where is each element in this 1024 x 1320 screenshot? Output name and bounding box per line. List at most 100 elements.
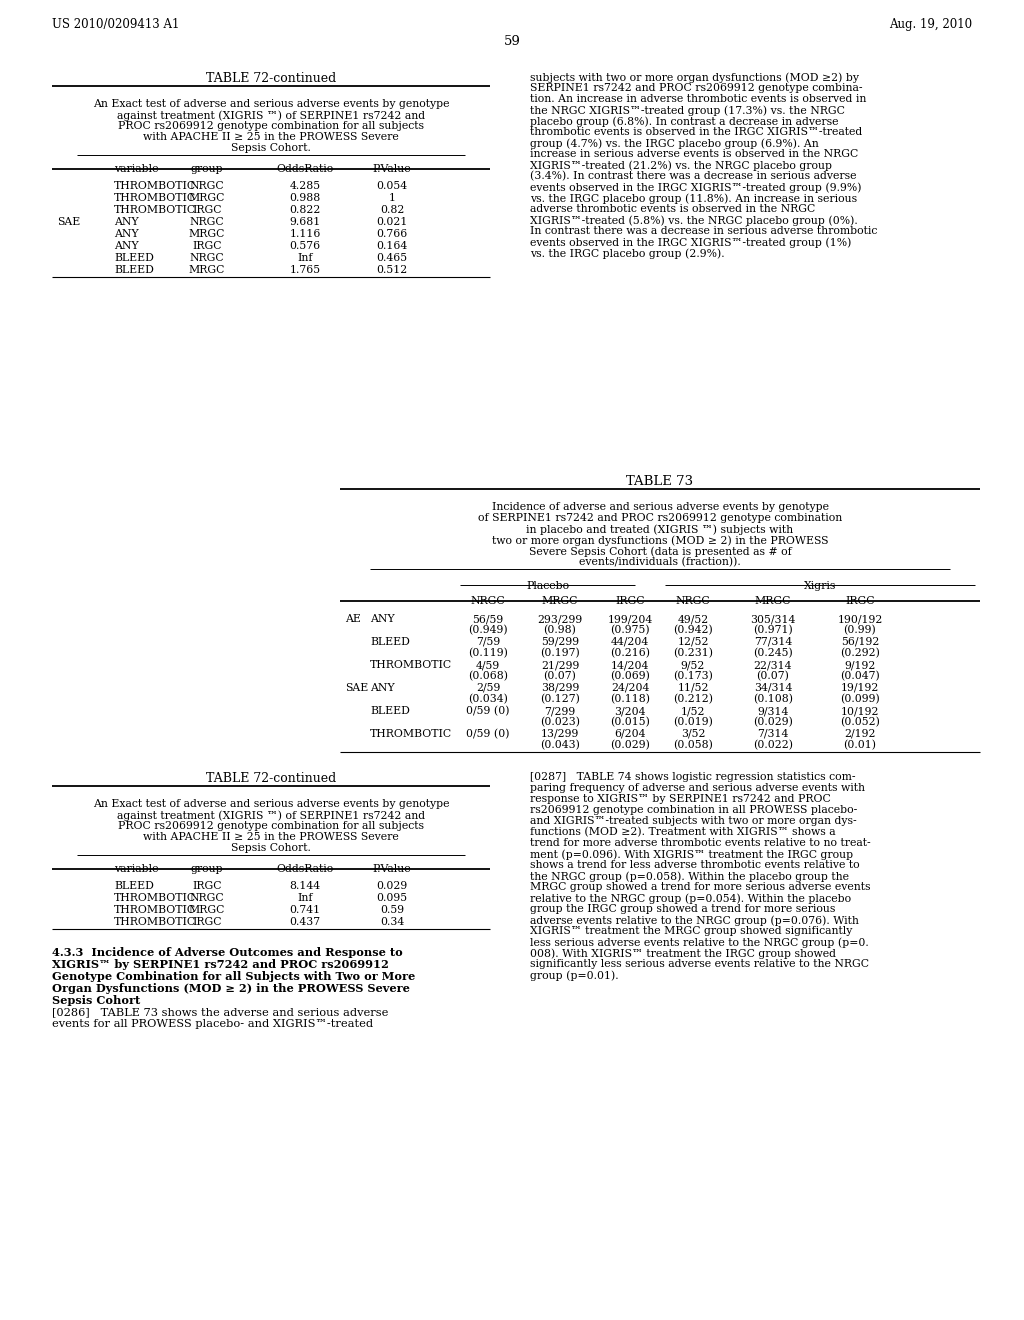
Text: ANY: ANY xyxy=(114,228,138,239)
Text: group (4.7%) vs. the IRGC placebo group (6.9%). An: group (4.7%) vs. the IRGC placebo group … xyxy=(530,139,819,149)
Text: group (p=0.01).: group (p=0.01). xyxy=(530,970,618,981)
Text: (0.975): (0.975) xyxy=(610,624,650,635)
Text: 293/299: 293/299 xyxy=(538,614,583,624)
Text: (0.98): (0.98) xyxy=(544,624,577,635)
Text: vs. the IRGC placebo group (11.8%). An increase in serious: vs. the IRGC placebo group (11.8%). An i… xyxy=(530,193,857,203)
Text: (0.068): (0.068) xyxy=(468,671,508,681)
Text: Xigris: Xigris xyxy=(804,581,837,591)
Text: 0.822: 0.822 xyxy=(290,205,321,215)
Text: THROMBOTIC: THROMBOTIC xyxy=(114,906,197,915)
Text: 6/204: 6/204 xyxy=(614,729,646,739)
Text: 1: 1 xyxy=(388,193,395,203)
Text: TABLE 72-continued: TABLE 72-continued xyxy=(206,772,336,785)
Text: NRGC: NRGC xyxy=(189,894,224,903)
Text: BLEED: BLEED xyxy=(370,706,410,715)
Text: XIGRIS™ treatment the MRGC group showed significantly: XIGRIS™ treatment the MRGC group showed … xyxy=(530,927,852,936)
Text: (0.245): (0.245) xyxy=(753,648,793,659)
Text: MRGC group showed a trend for more serious adverse events: MRGC group showed a trend for more serio… xyxy=(530,882,870,892)
Text: (0.047): (0.047) xyxy=(840,671,880,681)
Text: the NRGC XIGRIS™-treated group (17.3%) vs. the NRGC: the NRGC XIGRIS™-treated group (17.3%) v… xyxy=(530,106,845,116)
Text: paring frequency of adverse and serious adverse events with: paring frequency of adverse and serious … xyxy=(530,783,865,793)
Text: THROMBOTIC: THROMBOTIC xyxy=(114,205,197,215)
Text: with APACHE II ≥ 25 in the PROWESS Severe: with APACHE II ≥ 25 in the PROWESS Sever… xyxy=(143,832,399,842)
Text: ment (p=0.096). With XIGRIS™ treatment the IRGC group: ment (p=0.096). With XIGRIS™ treatment t… xyxy=(530,849,853,859)
Text: IRGC: IRGC xyxy=(193,917,222,927)
Text: IRGC: IRGC xyxy=(845,597,874,606)
Text: (0.173): (0.173) xyxy=(673,671,713,681)
Text: BLEED: BLEED xyxy=(114,253,154,263)
Text: 59/299: 59/299 xyxy=(541,638,579,647)
Text: functions (MOD ≥2). Treatment with XIGRIS™ shows a: functions (MOD ≥2). Treatment with XIGRI… xyxy=(530,828,836,837)
Text: (0.099): (0.099) xyxy=(840,694,880,705)
Text: (0.949): (0.949) xyxy=(468,624,508,635)
Text: 0.465: 0.465 xyxy=(377,253,408,263)
Text: MRGC: MRGC xyxy=(755,597,792,606)
Text: An Exact test of adverse and serious adverse events by genotype: An Exact test of adverse and serious adv… xyxy=(93,99,450,110)
Text: 008). With XIGRIS™ treatment the IRGC group showed: 008). With XIGRIS™ treatment the IRGC gr… xyxy=(530,948,836,958)
Text: NRGC: NRGC xyxy=(189,181,224,191)
Text: 2/192: 2/192 xyxy=(844,729,876,739)
Text: XIGRIS™-treated (21.2%) vs. the NRGC placebo group: XIGRIS™-treated (21.2%) vs. the NRGC pla… xyxy=(530,160,831,170)
Text: THROMBOTIC: THROMBOTIC xyxy=(114,181,197,191)
Text: against treatment (XIGRIS ™) of SERPINE1 rs7242 and: against treatment (XIGRIS ™) of SERPINE1… xyxy=(117,110,425,120)
Text: ANY: ANY xyxy=(114,242,138,251)
Text: 0.512: 0.512 xyxy=(377,265,408,275)
Text: 13/299: 13/299 xyxy=(541,729,580,739)
Text: trend for more adverse thrombotic events relative to no treat-: trend for more adverse thrombotic events… xyxy=(530,838,870,847)
Text: US 2010/0209413 A1: US 2010/0209413 A1 xyxy=(52,18,179,30)
Text: 3/52: 3/52 xyxy=(681,729,706,739)
Text: variable: variable xyxy=(114,865,159,874)
Text: 44/204: 44/204 xyxy=(611,638,649,647)
Text: THROMBOTIC: THROMBOTIC xyxy=(114,894,197,903)
Text: Placebo: Placebo xyxy=(526,581,569,591)
Text: OddsRatio: OddsRatio xyxy=(276,865,334,874)
Text: NRGC: NRGC xyxy=(189,253,224,263)
Text: [0286]   TABLE 73 shows the adverse and serious adverse: [0286] TABLE 73 shows the adverse and se… xyxy=(52,1007,388,1016)
Text: ANY: ANY xyxy=(370,614,394,624)
Text: (0.108): (0.108) xyxy=(753,694,793,705)
Text: Severe Sepsis Cohort (data is presented as # of: Severe Sepsis Cohort (data is presented … xyxy=(528,546,792,557)
Text: 3/204: 3/204 xyxy=(614,706,646,715)
Text: (0.043): (0.043) xyxy=(540,741,580,750)
Text: 12/52: 12/52 xyxy=(677,638,709,647)
Text: 190/192: 190/192 xyxy=(838,614,883,624)
Text: (0.216): (0.216) xyxy=(610,648,650,659)
Text: 0.34: 0.34 xyxy=(380,917,404,927)
Text: response to XIGRIS™ by SERPINE1 rs7242 and PROC: response to XIGRIS™ by SERPINE1 rs7242 a… xyxy=(530,795,830,804)
Text: rs2069912 genotype combination in all PROWESS placebo-: rs2069912 genotype combination in all PR… xyxy=(530,805,857,814)
Text: IRGC: IRGC xyxy=(193,205,222,215)
Text: (0.07): (0.07) xyxy=(544,671,577,681)
Text: 0.988: 0.988 xyxy=(290,193,321,203)
Text: PROC rs2069912 genotype combination for all subjects: PROC rs2069912 genotype combination for … xyxy=(118,121,424,131)
Text: ANY: ANY xyxy=(114,216,138,227)
Text: SAE: SAE xyxy=(345,682,369,693)
Text: (0.07): (0.07) xyxy=(757,671,790,681)
Text: 10/192: 10/192 xyxy=(841,706,880,715)
Text: (0.015): (0.015) xyxy=(610,717,650,727)
Text: events for all PROWESS placebo- and XIGRIS™-treated: events for all PROWESS placebo- and XIGR… xyxy=(52,1019,373,1030)
Text: vs. the IRGC placebo group (2.9%).: vs. the IRGC placebo group (2.9%). xyxy=(530,248,725,259)
Text: against treatment (XIGRIS ™) of SERPINE1 rs7242 and: against treatment (XIGRIS ™) of SERPINE1… xyxy=(117,810,425,821)
Text: THROMBOTIC: THROMBOTIC xyxy=(370,660,453,671)
Text: (0.029): (0.029) xyxy=(610,741,650,750)
Text: Inf: Inf xyxy=(297,253,312,263)
Text: 0.82: 0.82 xyxy=(380,205,404,215)
Text: 59: 59 xyxy=(504,36,520,48)
Text: relative to the NRGC group (p=0.054). Within the placebo: relative to the NRGC group (p=0.054). Wi… xyxy=(530,894,851,904)
Text: TABLE 73: TABLE 73 xyxy=(627,475,693,488)
Text: AE: AE xyxy=(345,614,360,624)
Text: 0.437: 0.437 xyxy=(290,917,321,927)
Text: thrombotic events is observed in the IRGC XIGRIS™-treated: thrombotic events is observed in the IRG… xyxy=(530,127,862,137)
Text: (3.4%). In contrast there was a decrease in serious adverse: (3.4%). In contrast there was a decrease… xyxy=(530,172,856,181)
Text: 77/314: 77/314 xyxy=(754,638,793,647)
Text: events/individuals (fraction)).: events/individuals (fraction)). xyxy=(580,557,741,568)
Text: IRGC: IRGC xyxy=(615,597,645,606)
Text: MRGC: MRGC xyxy=(188,265,225,275)
Text: Inf: Inf xyxy=(297,894,312,903)
Text: (0.119): (0.119) xyxy=(468,648,508,659)
Text: (0.029): (0.029) xyxy=(753,717,793,727)
Text: 7/314: 7/314 xyxy=(758,729,788,739)
Text: with APACHE II ≥ 25 in the PROWESS Severe: with APACHE II ≥ 25 in the PROWESS Sever… xyxy=(143,132,399,143)
Text: 4/59: 4/59 xyxy=(476,660,500,671)
Text: (0.022): (0.022) xyxy=(753,741,793,750)
